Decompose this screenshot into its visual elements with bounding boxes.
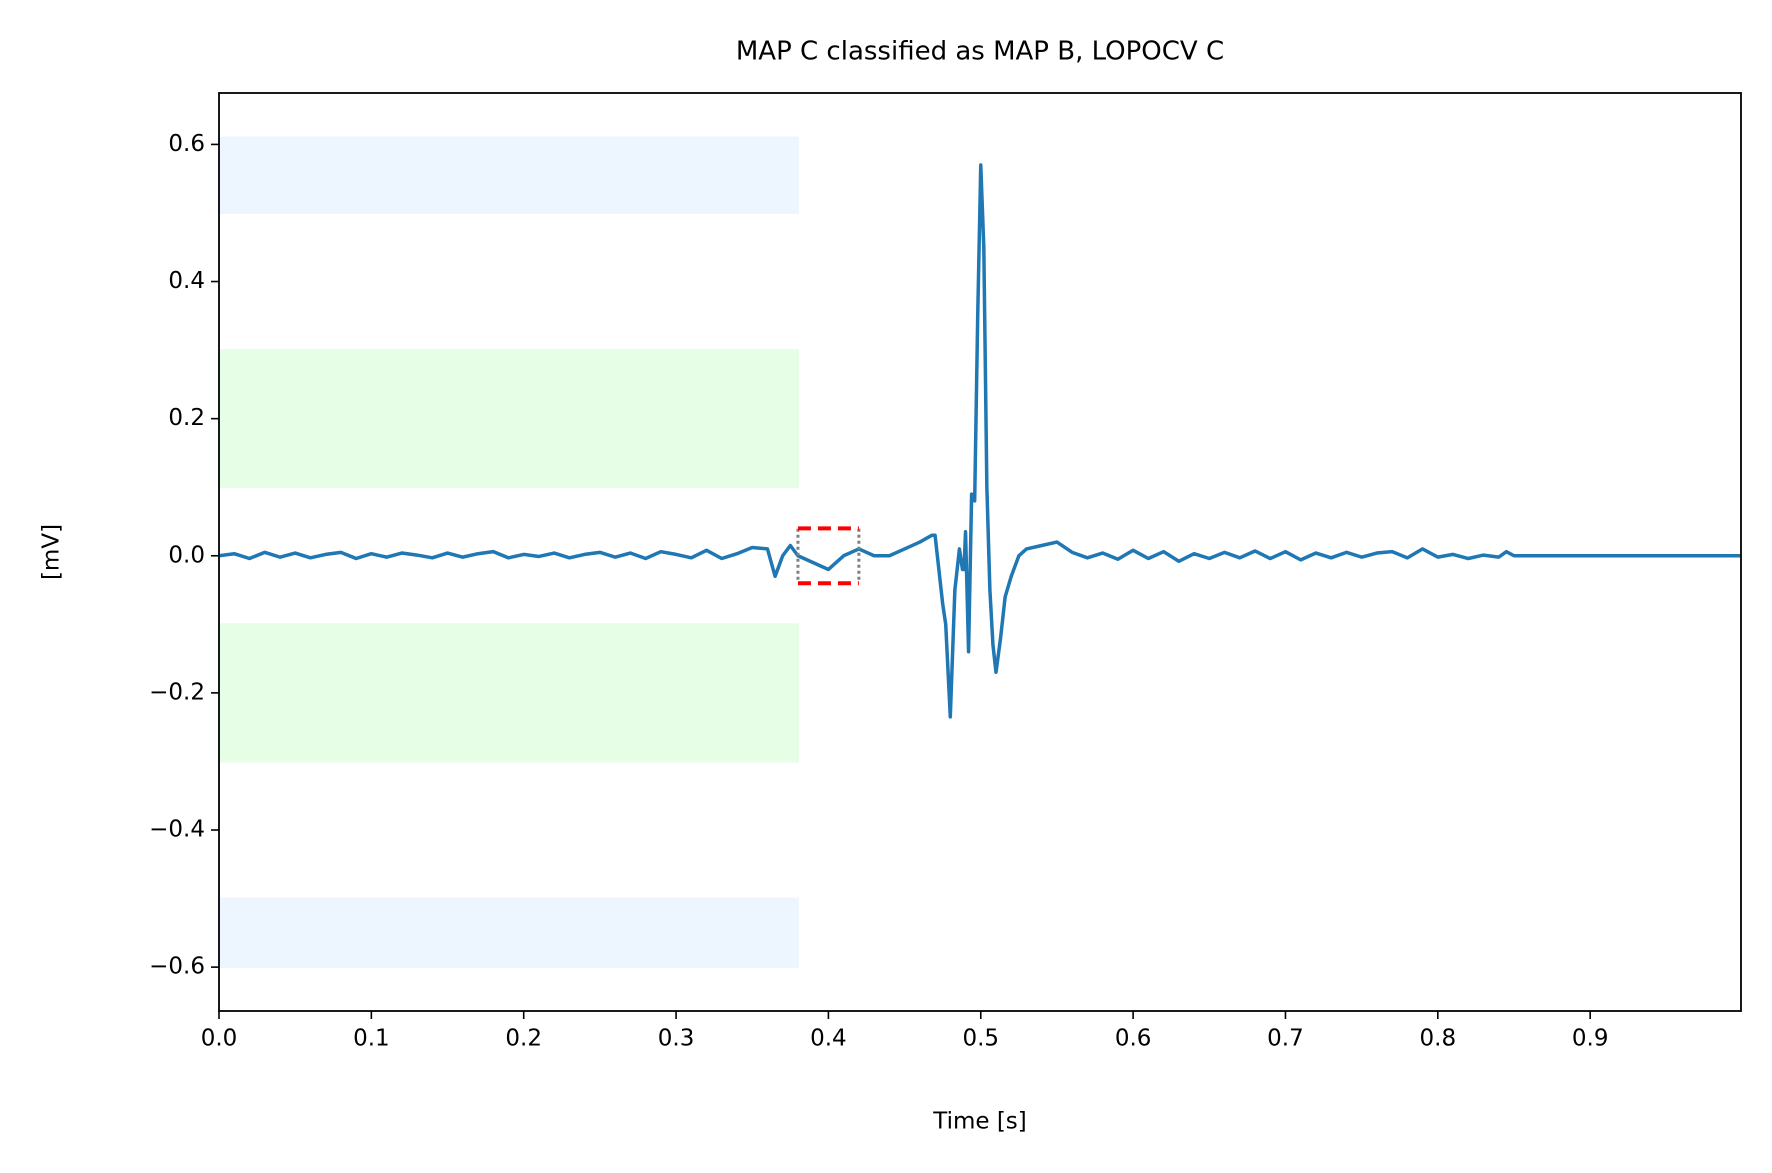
x-tick-label: 0.5 xyxy=(962,1026,999,1052)
y-tick-label: −0.2 xyxy=(149,679,205,705)
x-tick-label: 0.3 xyxy=(658,1026,695,1052)
shaded-band xyxy=(218,623,799,763)
x-tick-label: 0.1 xyxy=(353,1026,390,1052)
x-tick-label: 0.2 xyxy=(505,1026,542,1052)
y-tick-label: −0.4 xyxy=(149,817,205,843)
y-tick-label: 0.4 xyxy=(168,268,205,294)
y-axis-label: [mV] xyxy=(39,524,65,580)
y-tick-label: −0.6 xyxy=(149,954,205,980)
y-tick-label: 0.2 xyxy=(168,405,205,431)
y-tick-label: 0.0 xyxy=(168,542,205,568)
signal-line xyxy=(218,163,1741,719)
shaded-band xyxy=(218,349,799,489)
x-tick-label: 0.0 xyxy=(201,1026,238,1052)
x-tick-label: 0.7 xyxy=(1267,1026,1304,1052)
x-tick-label: 0.9 xyxy=(1572,1026,1609,1052)
x-tick-label: 0.4 xyxy=(810,1026,847,1052)
shaded-band xyxy=(218,136,799,214)
y-tick-label: 0.6 xyxy=(168,131,205,157)
x-tick-label: 0.6 xyxy=(1115,1026,1152,1052)
x-axis-label: Time [s] xyxy=(932,1109,1027,1135)
shaded-band xyxy=(218,897,799,969)
chart-title: MAP C classified as MAP B, LOPOCV C xyxy=(736,37,1224,67)
x-tick-label: 0.8 xyxy=(1420,1026,1457,1052)
